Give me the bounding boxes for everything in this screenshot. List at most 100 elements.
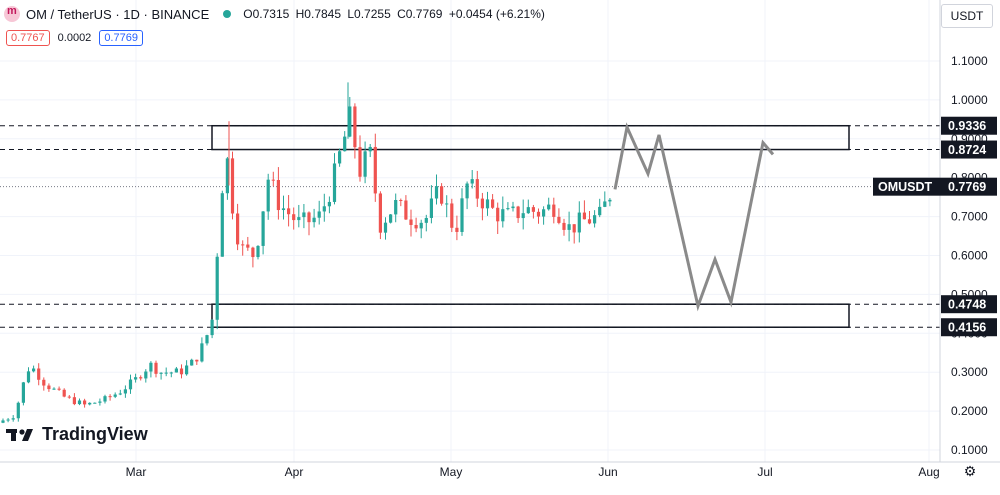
candle: [287, 195, 291, 227]
candle: [241, 240, 245, 256]
candle: [11, 415, 15, 422]
candle: [399, 198, 403, 207]
ohlc-readout: O0.7315 H0.7845 L0.7255 C0.7769 +0.0454 …: [243, 7, 548, 21]
candle: [603, 191, 607, 208]
candle: [368, 143, 372, 158]
candle: [169, 371, 173, 378]
candle: [536, 208, 541, 224]
candle: [113, 392, 117, 399]
candle: [440, 183, 444, 206]
candle: [557, 208, 561, 225]
open-value: O0.7315: [243, 7, 290, 21]
candle: [256, 245, 260, 260]
y-tick-label: 1.1000: [951, 54, 988, 68]
close-value: C0.7769: [397, 7, 443, 21]
candle: [394, 193, 398, 223]
candle: [205, 334, 209, 346]
ask-price-button[interactable]: 0.7769: [99, 30, 143, 46]
candle: [292, 207, 296, 230]
tradingview-mark-icon: [6, 428, 33, 441]
candle: [317, 200, 321, 225]
candle: [348, 96, 352, 138]
svg-text:0.4156: 0.4156: [948, 321, 986, 335]
x-tick-label: Apr: [285, 465, 304, 479]
level-price-tag: 0.9336: [941, 116, 997, 135]
candle: [21, 381, 25, 406]
svg-text:0.8724: 0.8724: [948, 143, 986, 157]
candle: [246, 236, 250, 251]
candle: [302, 203, 306, 229]
y-tick-label: 0.3000: [951, 365, 988, 379]
candle: [434, 174, 439, 205]
candle: [598, 198, 602, 218]
candle: [108, 394, 112, 401]
candle: [582, 200, 586, 220]
candle: [225, 156, 229, 200]
candle: [67, 395, 71, 399]
candle: [373, 133, 377, 202]
candle: [409, 209, 413, 237]
candle: [521, 199, 525, 230]
candle: [307, 211, 311, 236]
level-price-tag: 0.4748: [941, 295, 997, 314]
candle: [572, 224, 576, 244]
currency-button[interactable]: USDT: [941, 4, 993, 28]
candle: [378, 191, 382, 240]
candle: [312, 208, 316, 228]
candle: [506, 202, 510, 211]
level-price-tag: 0.8724: [941, 140, 997, 159]
candle: [475, 170, 479, 207]
candle: [465, 181, 469, 210]
candle: [210, 319, 214, 339]
bid-price-button[interactable]: 0.7767: [6, 30, 50, 46]
candle: [593, 210, 597, 228]
candle: [62, 388, 66, 398]
candle: [542, 206, 546, 225]
candle: [562, 218, 566, 236]
candle: [353, 103, 357, 159]
candle: [220, 190, 224, 257]
quote-row: 0.7767 0.0002 0.7769: [6, 30, 143, 46]
x-tick-label: Aug: [918, 465, 939, 479]
candle: [52, 387, 56, 390]
svg-text:0.9336: 0.9336: [948, 119, 986, 133]
candle: [6, 417, 10, 423]
settings-gear-icon[interactable]: ⚙: [963, 462, 977, 479]
candle: [37, 363, 41, 386]
candle: [450, 198, 454, 233]
candle: [134, 373, 138, 383]
candle: [42, 377, 46, 391]
x-tick-label: Mar: [126, 465, 147, 479]
candle: [16, 401, 20, 422]
candle: [32, 365, 36, 373]
chart-header: OM / TetherUS · 1D · BINANCE O0.7315 H0.…: [0, 0, 548, 28]
candle: [547, 197, 551, 211]
candle: [1, 418, 5, 424]
candle: [460, 188, 464, 236]
candle: [496, 202, 500, 235]
candle: [383, 217, 388, 240]
candle: [276, 167, 280, 220]
candle: [77, 398, 82, 406]
candle: [516, 205, 520, 223]
candle: [139, 375, 143, 381]
candle: [185, 360, 189, 376]
candle: [404, 195, 408, 220]
candle: [455, 215, 459, 241]
candle: [501, 196, 505, 228]
candle: [266, 173, 270, 220]
symbol-title[interactable]: OM / TetherUS · 1D · BINANCE: [26, 6, 210, 22]
candle: [322, 193, 326, 222]
brand-name: TradingView: [42, 424, 148, 444]
candle: [179, 364, 184, 379]
zone-box: [211, 124, 850, 151]
candle: [297, 204, 301, 228]
candle: [358, 135, 362, 182]
candle: [164, 367, 168, 377]
candle: [429, 185, 433, 224]
y-tick-label: 1.0000: [951, 93, 988, 107]
candle: [118, 389, 122, 396]
candle: [552, 197, 556, 224]
